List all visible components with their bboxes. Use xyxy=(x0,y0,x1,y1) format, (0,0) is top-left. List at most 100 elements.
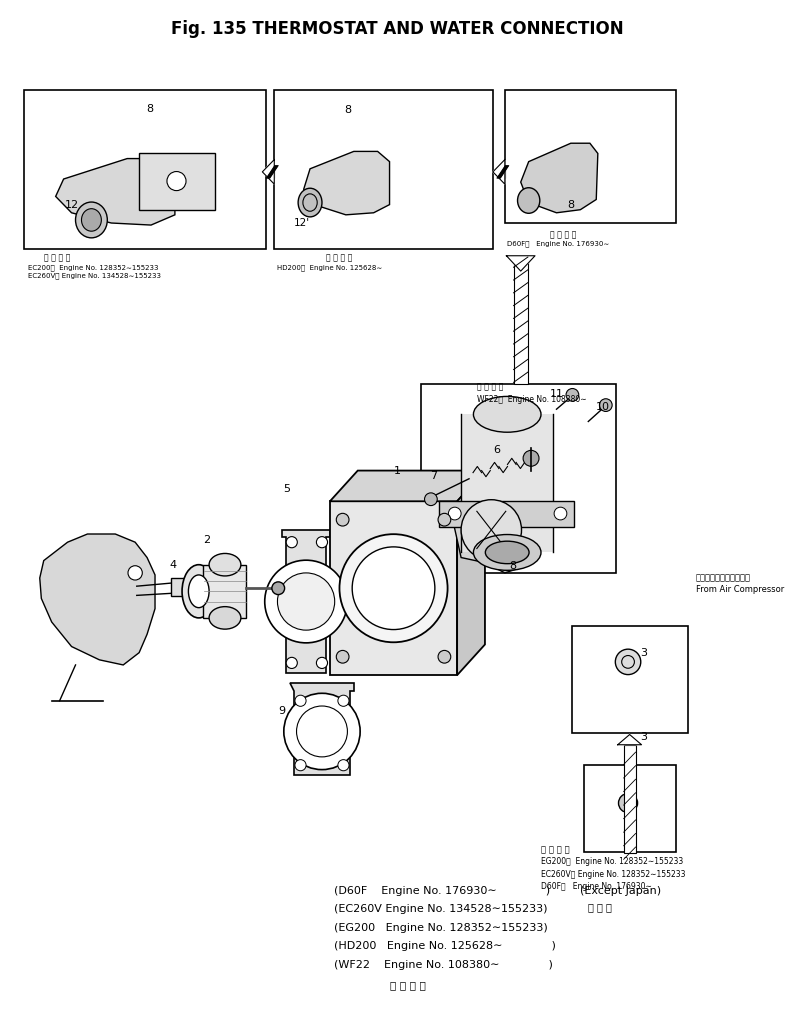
Text: 8: 8 xyxy=(510,561,516,571)
Ellipse shape xyxy=(474,534,541,571)
Text: 海 外 向: 海 外 向 xyxy=(588,902,612,913)
Text: 適 用 号 機: 適 用 号 機 xyxy=(477,383,503,392)
Circle shape xyxy=(272,582,285,594)
Circle shape xyxy=(599,399,612,411)
Circle shape xyxy=(566,389,579,401)
Circle shape xyxy=(265,561,347,642)
Ellipse shape xyxy=(76,202,107,237)
Text: 9: 9 xyxy=(279,706,285,716)
Text: D60F，   Engine No. 176930∼: D60F， Engine No. 176930∼ xyxy=(541,882,651,891)
Text: From Air Compressor: From Air Compressor xyxy=(696,585,784,594)
Circle shape xyxy=(295,696,306,706)
Ellipse shape xyxy=(81,209,102,231)
Bar xyxy=(514,256,528,384)
Text: 4: 4 xyxy=(170,560,176,570)
Circle shape xyxy=(438,651,451,663)
Circle shape xyxy=(523,450,539,466)
Bar xyxy=(461,414,553,552)
Circle shape xyxy=(277,573,335,630)
Bar xyxy=(274,90,493,249)
Polygon shape xyxy=(330,471,485,501)
Circle shape xyxy=(336,651,349,663)
Text: (EC260V Engine No. 134528∼155233): (EC260V Engine No. 134528∼155233) xyxy=(334,904,548,915)
Ellipse shape xyxy=(209,607,241,629)
Text: 8: 8 xyxy=(345,105,351,116)
Polygon shape xyxy=(40,534,155,665)
Text: Fig. 135 THERMOSTAT AND WATER CONNECTION: Fig. 135 THERMOSTAT AND WATER CONNECTION xyxy=(171,20,624,39)
Circle shape xyxy=(339,534,448,642)
Polygon shape xyxy=(304,151,390,215)
Text: 7: 7 xyxy=(430,471,436,481)
Circle shape xyxy=(167,172,186,190)
Circle shape xyxy=(128,566,142,580)
Ellipse shape xyxy=(209,553,241,576)
Text: 適 用 号 機: 適 用 号 機 xyxy=(326,254,352,263)
Circle shape xyxy=(316,658,328,668)
Text: 10: 10 xyxy=(595,402,610,412)
Circle shape xyxy=(286,658,297,668)
Text: (WF22    Engine No. 108380∼              ): (WF22 Engine No. 108380∼ ) xyxy=(334,960,553,970)
Ellipse shape xyxy=(518,188,540,214)
Ellipse shape xyxy=(298,188,322,217)
Circle shape xyxy=(438,514,451,526)
Ellipse shape xyxy=(188,575,209,608)
Text: 適 用 号 機: 適 用 号 機 xyxy=(390,980,425,990)
Circle shape xyxy=(448,507,461,520)
Circle shape xyxy=(295,760,306,770)
Text: (HD200   Engine No. 125628∼              ): (HD200 Engine No. 125628∼ ) xyxy=(334,941,556,951)
Text: 2: 2 xyxy=(204,535,210,545)
Bar xyxy=(572,626,688,733)
Bar xyxy=(330,501,457,675)
Text: HD200，  Engine No. 125628∼: HD200， Engine No. 125628∼ xyxy=(277,264,382,270)
Polygon shape xyxy=(290,683,354,775)
Polygon shape xyxy=(493,160,505,184)
Circle shape xyxy=(338,696,349,706)
Text: (D60F    Engine No. 176930∼              ): (D60F Engine No. 176930∼ ) xyxy=(334,886,550,896)
Circle shape xyxy=(352,547,435,629)
Polygon shape xyxy=(618,735,642,745)
Text: 適 用 号 機: 適 用 号 機 xyxy=(550,230,576,239)
Bar xyxy=(624,745,636,853)
Polygon shape xyxy=(457,471,485,675)
Polygon shape xyxy=(56,159,175,225)
Circle shape xyxy=(286,537,297,547)
Circle shape xyxy=(336,514,349,526)
Bar xyxy=(270,166,274,178)
Ellipse shape xyxy=(474,396,541,433)
Bar xyxy=(421,384,616,573)
Text: 8: 8 xyxy=(146,104,153,115)
Text: 5: 5 xyxy=(283,484,289,494)
Text: 11: 11 xyxy=(549,389,564,399)
Text: EG200，  Engine No. 128352∼155233: EG200， Engine No. 128352∼155233 xyxy=(541,857,683,866)
Ellipse shape xyxy=(485,541,529,564)
Text: 8: 8 xyxy=(568,199,574,210)
Text: 6: 6 xyxy=(494,445,500,455)
Text: 適 用 号 機: 適 用 号 機 xyxy=(541,845,569,854)
Circle shape xyxy=(461,499,522,561)
Bar xyxy=(171,578,191,596)
Circle shape xyxy=(338,760,349,770)
Text: 3: 3 xyxy=(641,648,647,658)
Circle shape xyxy=(619,794,638,812)
Text: (Except Japan): (Except Japan) xyxy=(580,886,661,896)
Text: 1: 1 xyxy=(394,465,401,476)
Polygon shape xyxy=(453,491,521,573)
Text: EC260V， Engine No. 128352∼155233: EC260V， Engine No. 128352∼155233 xyxy=(541,870,685,879)
Text: WF22，  Engine No. 108380∼: WF22， Engine No. 108380∼ xyxy=(477,395,587,404)
Text: 12': 12' xyxy=(294,218,310,228)
Polygon shape xyxy=(282,530,330,673)
Text: 12: 12 xyxy=(64,199,79,210)
Text: D60F，   Engine No. 176930∼: D60F， Engine No. 176930∼ xyxy=(507,240,610,247)
Bar xyxy=(501,166,505,178)
Bar xyxy=(203,565,246,618)
Bar xyxy=(505,90,676,223)
Text: EC260V， Engine No. 134528∼155233: EC260V， Engine No. 134528∼155233 xyxy=(28,272,161,278)
Bar xyxy=(584,765,676,852)
Ellipse shape xyxy=(182,565,215,618)
Bar xyxy=(139,153,215,210)
Circle shape xyxy=(284,694,360,769)
Text: (EG200   Engine No. 128352∼155233): (EG200 Engine No. 128352∼155233) xyxy=(334,923,548,933)
Text: 3: 3 xyxy=(641,731,647,742)
Polygon shape xyxy=(506,256,535,271)
Circle shape xyxy=(615,650,641,674)
